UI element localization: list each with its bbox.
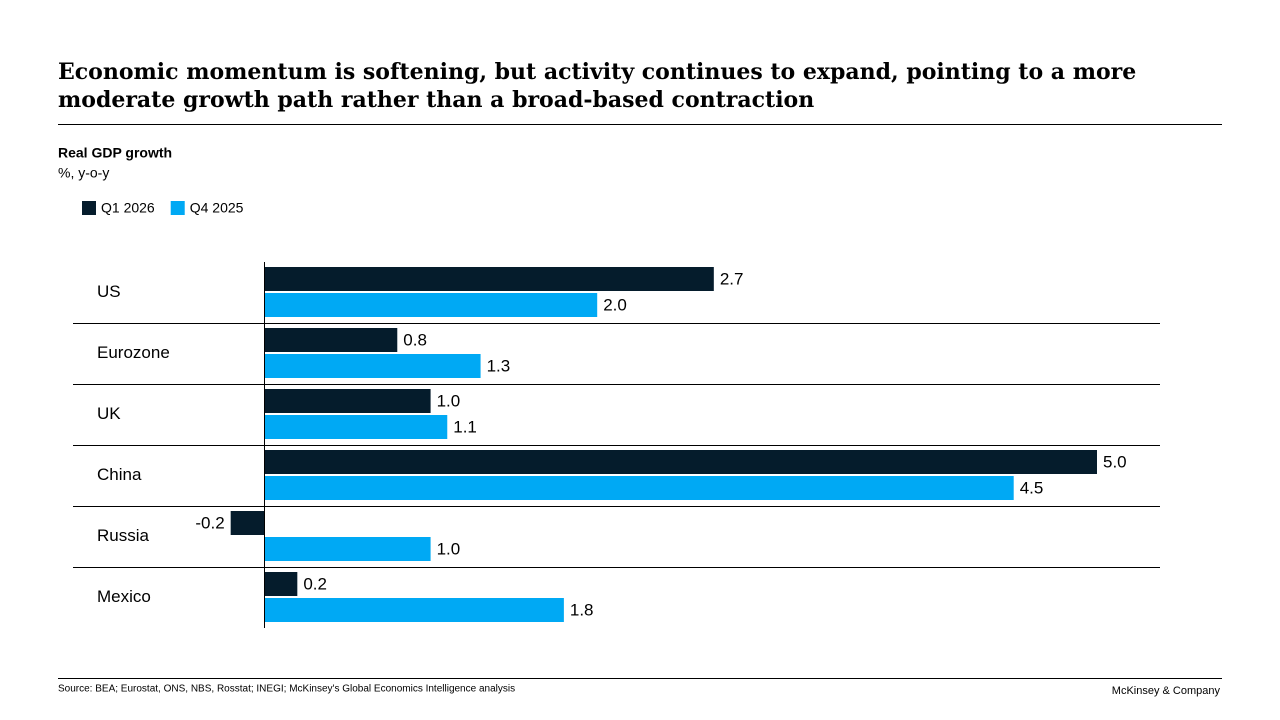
- value-label: 4.5: [1020, 478, 1044, 497]
- value-label: 1.3: [487, 356, 511, 375]
- legend-swatch: [82, 201, 96, 215]
- bar: [264, 450, 1097, 474]
- value-label: 1.0: [437, 391, 461, 410]
- source: Source: BEA; Eurostat, ONS, NBS, Rosstat…: [58, 684, 515, 695]
- bar: [264, 354, 481, 378]
- value-label: 2.0: [603, 295, 627, 314]
- chart-title-line-2: moderate growth path rather than a broad…: [58, 87, 814, 113]
- value-label: 1.8: [570, 600, 594, 619]
- category-label: China: [97, 465, 142, 484]
- legend-label: Q4 2025: [190, 200, 244, 216]
- legend-label: Q1 2026: [101, 200, 155, 216]
- value-label: 0.8: [403, 330, 427, 349]
- unit-label: %, y-o-y: [58, 165, 109, 181]
- category-label: Eurozone: [97, 343, 170, 362]
- category-label: Mexico: [97, 587, 151, 606]
- bar: [264, 598, 564, 622]
- category-label: Russia: [97, 526, 150, 545]
- bar: [264, 389, 431, 413]
- brand: McKinsey & Company: [1112, 685, 1221, 697]
- value-label: -0.2: [195, 513, 224, 532]
- subtitle: Real GDP growth: [58, 145, 172, 161]
- bar: [264, 537, 431, 561]
- category-label: UK: [97, 404, 121, 423]
- bar: [264, 328, 398, 352]
- value-label: 1.1: [453, 417, 477, 436]
- value-label: 1.0: [437, 539, 461, 558]
- bar: [264, 267, 714, 291]
- value-label: 2.7: [720, 269, 744, 288]
- chart-title-line-1: Economic momentum is softening, but acti…: [58, 59, 1136, 85]
- category-label: US: [97, 282, 121, 301]
- bar: [230, 511, 264, 535]
- value-label: 0.2: [303, 574, 327, 593]
- legend-swatch: [170, 201, 185, 215]
- bar: [264, 476, 1014, 500]
- bar: [264, 572, 298, 596]
- value-label: 5.0: [1103, 452, 1127, 471]
- bar: [264, 415, 448, 439]
- bar: [264, 293, 598, 317]
